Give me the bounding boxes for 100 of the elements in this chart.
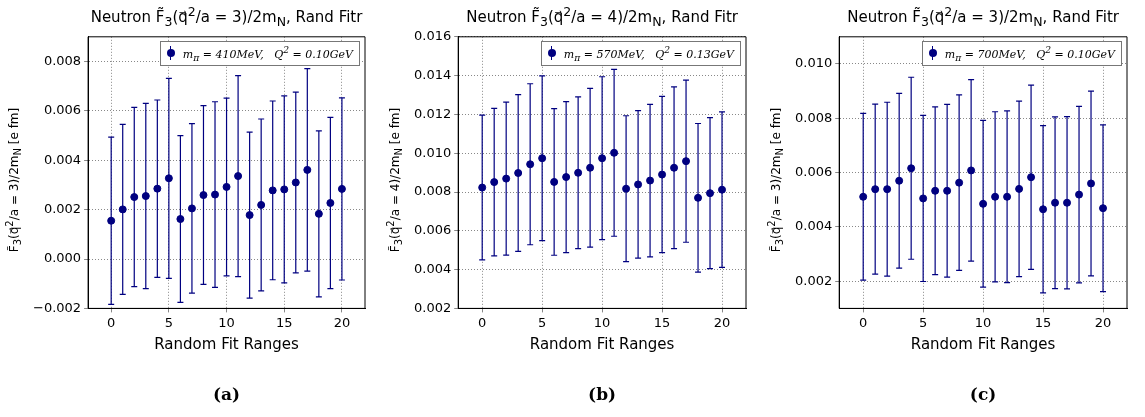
point — [526, 160, 535, 169]
point — [919, 194, 928, 203]
y-tick-label: 0.008 — [795, 109, 833, 125]
point — [859, 192, 868, 201]
point — [1099, 204, 1108, 213]
x-tick-label: 10 — [218, 314, 235, 330]
point — [1027, 173, 1036, 182]
chart-title: Neutron F̃$_{3}$(q⃗$^{2}$/a = 3)/2m$_{N}$, Rand Fitr — [89, 4, 364, 29]
point — [895, 176, 904, 185]
point — [622, 184, 631, 193]
y-tick-label: 0.004 — [795, 218, 833, 234]
point — [234, 172, 243, 181]
point — [598, 154, 607, 163]
x-tick-label: 0 — [478, 314, 487, 330]
point — [562, 173, 571, 182]
point — [257, 200, 266, 209]
y-tick-label: 0.006 — [795, 163, 833, 179]
text: (b) — [587, 384, 618, 404]
point — [706, 189, 715, 198]
point — [502, 174, 511, 183]
point — [176, 215, 185, 224]
point — [490, 178, 499, 187]
y-tick-label: 0.004 — [414, 260, 452, 276]
point — [118, 205, 127, 214]
x-tick-label: 5 — [919, 314, 928, 330]
point — [164, 174, 173, 183]
point — [718, 185, 727, 194]
x-tick-label: 5 — [164, 314, 174, 330]
point — [1003, 192, 1012, 201]
point — [955, 178, 964, 187]
point — [141, 192, 150, 201]
legend-label: m$_{π}$ = 570MeV, Q$^{2}$ = 0.13GeV — [563, 43, 734, 63]
point — [1087, 179, 1096, 188]
point — [1015, 184, 1024, 193]
x-axis-title: Random Fit Ranges — [154, 334, 300, 353]
y-tick-label: 0.010 — [414, 144, 452, 160]
point — [610, 148, 619, 157]
chart-title: Neutron F̃$_{3}$(q⃗$^{2}$/a = 3)/2m$_{N}$, Rand Fitr — [846, 4, 1120, 29]
point — [1051, 198, 1060, 207]
point — [538, 154, 547, 163]
text: (a) — [212, 384, 242, 404]
y-tick-label: 0.002 — [414, 299, 452, 315]
point — [211, 190, 220, 199]
point — [574, 168, 583, 177]
x-tick-label: 20 — [1094, 314, 1112, 330]
y-tick-label: 0.002 — [43, 201, 82, 217]
chart-title: Neutron F̃$_{3}$(q⃗$^{2}$/a = 4)/2m$_{N}$, Rand Fitr — [465, 4, 739, 29]
point — [130, 193, 139, 202]
point — [199, 191, 208, 200]
x-axis-title: Random Fit Ranges — [529, 334, 675, 353]
point — [280, 185, 289, 194]
y-tick-label: 0.010 — [795, 55, 833, 71]
point — [291, 178, 300, 187]
point — [991, 192, 1000, 201]
point — [326, 198, 335, 207]
point — [187, 204, 196, 213]
point — [1075, 190, 1084, 199]
y-tick-label: 0.008 — [414, 183, 452, 199]
point — [871, 185, 880, 194]
point — [943, 186, 952, 195]
y-tick-label: 0.002 — [795, 272, 833, 288]
point — [682, 157, 691, 166]
point — [245, 211, 254, 220]
point — [967, 166, 976, 175]
point — [337, 184, 346, 193]
legend-label: m$_{π}$ = 410MeV, Q$^{2}$ = 0.10GeV — [182, 43, 353, 63]
point — [314, 209, 323, 218]
point — [222, 182, 231, 191]
point — [658, 170, 667, 179]
y-tick-label: 0.006 — [43, 102, 82, 118]
point — [931, 186, 940, 195]
x-tick-label: 15 — [275, 314, 293, 330]
point — [670, 163, 679, 172]
point — [1039, 205, 1048, 214]
point — [107, 216, 116, 225]
x-tick-label: 0 — [859, 314, 868, 330]
point — [550, 177, 559, 186]
y-tick-label: 0.004 — [43, 151, 82, 167]
legend-label: m$_{π}$ = 700MeV, Q$^{2}$ = 0.10GeV — [944, 43, 1115, 63]
point — [478, 183, 487, 192]
y-tick-label: 0.008 — [43, 52, 82, 68]
point — [586, 163, 595, 172]
point — [646, 176, 655, 185]
y-tick-label: 0.012 — [414, 105, 452, 121]
point — [634, 180, 643, 189]
point — [153, 184, 162, 193]
point — [514, 168, 523, 177]
x-tick-label: 20 — [713, 314, 731, 330]
text: (c) — [968, 384, 998, 404]
point — [979, 199, 988, 208]
point — [303, 165, 312, 174]
y-tick-label: 0.006 — [414, 222, 452, 238]
y-tick-label: 0.014 — [414, 66, 452, 82]
x-tick-label: 5 — [538, 314, 547, 330]
point — [268, 186, 277, 195]
y-tick-label: 0.000 — [43, 250, 82, 266]
x-tick-label: 10 — [593, 314, 611, 330]
point — [694, 193, 703, 202]
x-axis-title: Random Fit Ranges — [910, 334, 1056, 353]
point — [883, 185, 892, 194]
